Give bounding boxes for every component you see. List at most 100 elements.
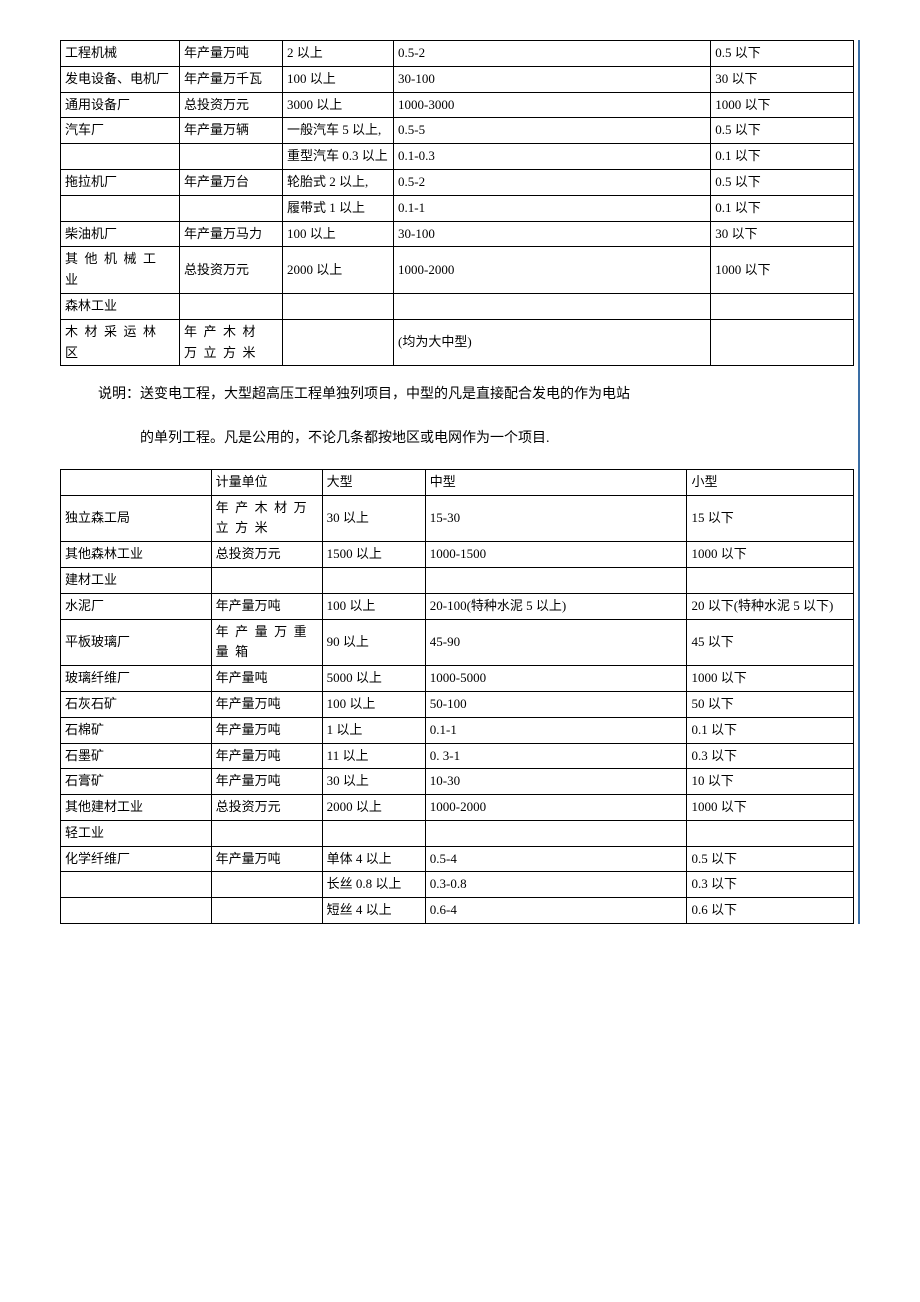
cell: 0. 3-1 bbox=[425, 743, 687, 769]
cell: 1000-2000 bbox=[394, 247, 711, 294]
cell: 100 以上 bbox=[322, 593, 425, 619]
cell: 年产量万吨 bbox=[211, 846, 322, 872]
cell: 100 以上 bbox=[283, 66, 394, 92]
table-1: 工程机械 年产量万吨 2 以上 0.5-2 0.5 以下 发电设备、电机厂 年产… bbox=[60, 40, 854, 366]
cell: 0.1 以下 bbox=[687, 717, 854, 743]
note-line1: 说明：送变电工程，大型超高压工程单独列项目，中型的凡是直接配合发电的作为电站 bbox=[98, 382, 854, 407]
table-row: 重型汽车 0.3 以上 0.1-0.3 0.1 以下 bbox=[61, 144, 854, 170]
cell: 0.5-2 bbox=[394, 169, 711, 195]
cell: 化学纤维厂 bbox=[61, 846, 212, 872]
cell: 年产量吨 bbox=[211, 666, 322, 692]
cell: 其他森林工业 bbox=[61, 542, 212, 568]
cell: 发电设备、电机厂 bbox=[61, 66, 180, 92]
cell: 0.5 以下 bbox=[711, 169, 854, 195]
cell: 1500 以上 bbox=[322, 542, 425, 568]
cell: 15-30 bbox=[425, 495, 687, 542]
cell: 1000-1500 bbox=[425, 542, 687, 568]
cell bbox=[61, 195, 180, 221]
cell: 0.3 以下 bbox=[687, 872, 854, 898]
cell: 30 以上 bbox=[322, 495, 425, 542]
cell bbox=[61, 872, 212, 898]
cell: 木材采运林区 bbox=[61, 319, 180, 366]
table-row: 通用设备厂 总投资万元 3000 以上 1000-3000 1000 以下 bbox=[61, 92, 854, 118]
cell: 重型汽车 0.3 以上 bbox=[283, 144, 394, 170]
cell: 一般汽车 5 以上, bbox=[283, 118, 394, 144]
page-container: 工程机械 年产量万吨 2 以上 0.5-2 0.5 以下 发电设备、电机厂 年产… bbox=[60, 40, 860, 924]
cell bbox=[711, 293, 854, 319]
table-2: 计量单位 大型 中型 小型 独立森工局 年产木材万立方米 30 以上 15-30… bbox=[60, 469, 854, 924]
cell: 0.1-0.3 bbox=[394, 144, 711, 170]
cell: (均为大中型) bbox=[394, 319, 711, 366]
table-row: 石灰石矿 年产量万吨 100 以上 50-100 50 以下 bbox=[61, 691, 854, 717]
cell: 30 以下 bbox=[711, 66, 854, 92]
cell: 30 以下 bbox=[711, 221, 854, 247]
cell: 轮胎式 2 以上, bbox=[283, 169, 394, 195]
cell: 年产量万吨 bbox=[211, 717, 322, 743]
cell: 年产量万吨 bbox=[211, 691, 322, 717]
cell: 0.6 以下 bbox=[687, 898, 854, 924]
cell: 100 以上 bbox=[283, 221, 394, 247]
cell: 0.5 以下 bbox=[711, 41, 854, 67]
table-row: 玻璃纤维厂 年产量吨 5000 以上 1000-5000 1000 以下 bbox=[61, 666, 854, 692]
cell: 拖拉机厂 bbox=[61, 169, 180, 195]
table-row: 柴油机厂 年产量万马力 100 以上 30-100 30 以下 bbox=[61, 221, 854, 247]
cell: 大型 bbox=[322, 469, 425, 495]
cell: 石墨矿 bbox=[61, 743, 212, 769]
table-row: 工程机械 年产量万吨 2 以上 0.5-2 0.5 以下 bbox=[61, 41, 854, 67]
cell: 平板玻璃厂 bbox=[61, 619, 212, 666]
cell: 45 以下 bbox=[687, 619, 854, 666]
cell bbox=[179, 195, 282, 221]
cell bbox=[283, 293, 394, 319]
cell: 2000 以上 bbox=[322, 795, 425, 821]
cell bbox=[179, 144, 282, 170]
cell: 2 以上 bbox=[283, 41, 394, 67]
cell bbox=[61, 144, 180, 170]
cell: 90 以上 bbox=[322, 619, 425, 666]
cell bbox=[61, 898, 212, 924]
cell: 0.3-0.8 bbox=[425, 872, 687, 898]
table-row: 拖拉机厂 年产量万台 轮胎式 2 以上, 0.5-2 0.5 以下 bbox=[61, 169, 854, 195]
cell: 其他机械工业 bbox=[61, 247, 180, 294]
cell bbox=[322, 567, 425, 593]
cell: 11 以上 bbox=[322, 743, 425, 769]
cell: 年产量万辆 bbox=[179, 118, 282, 144]
cell: 20-100(特种水泥 5 以上) bbox=[425, 593, 687, 619]
cell bbox=[425, 820, 687, 846]
cell: 年产量万吨 bbox=[211, 743, 322, 769]
cell: 0.5 以下 bbox=[687, 846, 854, 872]
cell: 石棉矿 bbox=[61, 717, 212, 743]
cell: 0.1-1 bbox=[394, 195, 711, 221]
cell bbox=[179, 293, 282, 319]
cell bbox=[425, 567, 687, 593]
cell: 水泥厂 bbox=[61, 593, 212, 619]
cell: 0.1-1 bbox=[425, 717, 687, 743]
cell: 1000-3000 bbox=[394, 92, 711, 118]
table-row: 短丝 4 以上 0.6-4 0.6 以下 bbox=[61, 898, 854, 924]
cell: 短丝 4 以上 bbox=[322, 898, 425, 924]
cell: 独立森工局 bbox=[61, 495, 212, 542]
table-row: 计量单位 大型 中型 小型 bbox=[61, 469, 854, 495]
cell bbox=[283, 319, 394, 366]
cell bbox=[687, 820, 854, 846]
cell bbox=[211, 898, 322, 924]
cell: 长丝 0.8 以上 bbox=[322, 872, 425, 898]
cell: 0.5-5 bbox=[394, 118, 711, 144]
cell: 总投资万元 bbox=[211, 542, 322, 568]
cell: 计量单位 bbox=[211, 469, 322, 495]
cell: 年产量万台 bbox=[179, 169, 282, 195]
table-row: 木材采运林区 年产木材万立方米 (均为大中型) bbox=[61, 319, 854, 366]
cell: 其他建材工业 bbox=[61, 795, 212, 821]
cell: 玻璃纤维厂 bbox=[61, 666, 212, 692]
note-line2: 的单列工程。凡是公用的，不论几条都按地区或电网作为一个项目. bbox=[98, 426, 854, 451]
cell: 30-100 bbox=[394, 66, 711, 92]
cell bbox=[711, 319, 854, 366]
cell: 轻工业 bbox=[61, 820, 212, 846]
cell: 0.3 以下 bbox=[687, 743, 854, 769]
cell: 工程机械 bbox=[61, 41, 180, 67]
cell bbox=[211, 872, 322, 898]
cell: 1000 以下 bbox=[687, 666, 854, 692]
table-row: 森林工业 bbox=[61, 293, 854, 319]
cell bbox=[687, 567, 854, 593]
table-row: 其他建材工业 总投资万元 2000 以上 1000-2000 1000 以下 bbox=[61, 795, 854, 821]
cell: 100 以上 bbox=[322, 691, 425, 717]
